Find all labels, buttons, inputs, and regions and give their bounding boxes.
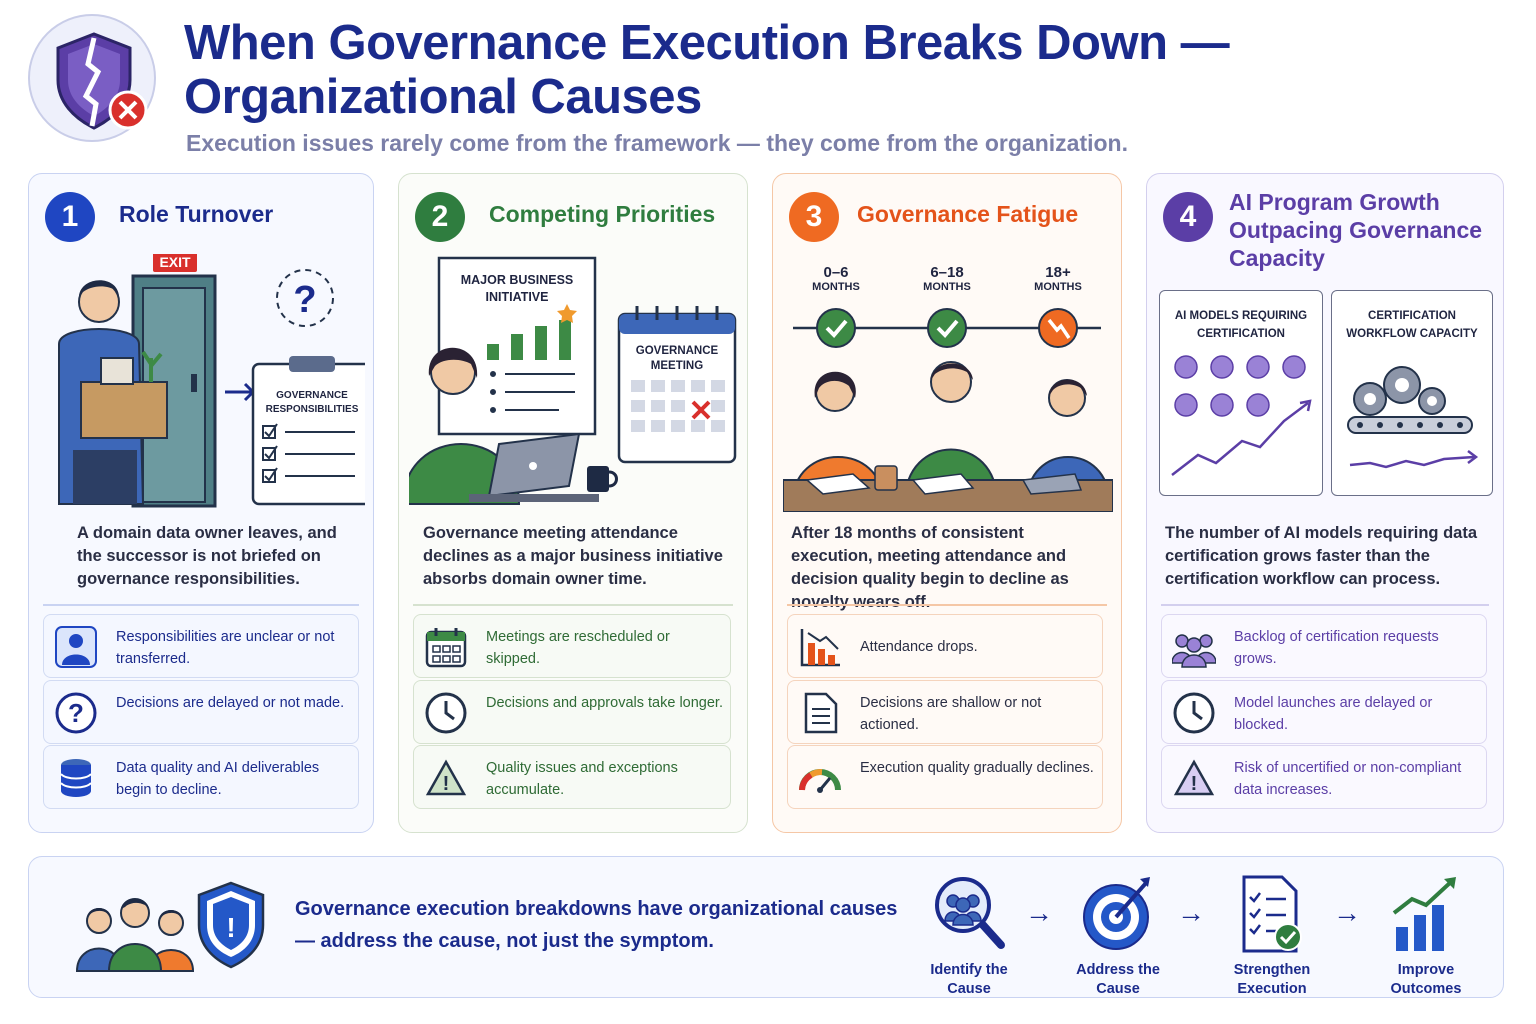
svg-text:RESPONSIBILITIES: RESPONSIBILITIES xyxy=(266,404,359,415)
item-text: Decisions are delayed or not made. xyxy=(116,695,345,711)
workflow-capacity-chart xyxy=(1347,366,1479,469)
card-number: 1 xyxy=(45,192,95,242)
item-text: Model launches are delayed or blocked. xyxy=(1234,695,1433,733)
svg-text:!: ! xyxy=(1191,773,1198,795)
item-text: Data quality and AI deliverables begin t… xyxy=(116,760,320,798)
team-shield-illustration: ! xyxy=(75,881,265,972)
shield-broken-logo xyxy=(28,14,156,142)
list-item: ! Risk of uncertified or non-compliant d… xyxy=(1161,745,1487,809)
svg-text:INITIATIVE: INITIATIVE xyxy=(486,290,549,304)
svg-text:!: ! xyxy=(443,773,450,795)
item-text: Decisions are shallow or not actioned. xyxy=(860,695,1042,733)
summary-footer: ! Governance execution breakdowns have o… xyxy=(28,856,1504,998)
divider xyxy=(413,604,733,606)
divider xyxy=(43,604,359,606)
step-label: Strengthen Execution xyxy=(1233,962,1311,997)
step-address: Address the Cause xyxy=(1063,871,1173,999)
list-item: Decisions and approvals take longer. xyxy=(413,680,731,744)
card-number: 2 xyxy=(415,192,465,242)
list-item: Attendance drops. xyxy=(787,614,1103,678)
list-item: Decisions are shallow or not actioned. xyxy=(787,680,1103,744)
card-title: AI Program Growth Outpacing Governance C… xyxy=(1229,189,1483,271)
document-icon xyxy=(804,692,838,734)
fatigue-illustration xyxy=(783,308,1113,512)
svg-text:GOVERNANCE: GOVERNANCE xyxy=(276,390,348,401)
role-turnover-illustration: EXIT ? GOVERNANCE RESPONSIBILITIES xyxy=(58,254,365,508)
list-item: Execution quality gradually declines. xyxy=(787,745,1103,809)
svg-text:GOVERNANCE: GOVERNANCE xyxy=(636,345,719,357)
card-description: The number of AI models requiring data c… xyxy=(1165,524,1478,588)
svg-text:?: ? xyxy=(68,698,84,728)
list-item: Meetings are rescheduled or skipped. xyxy=(413,614,731,678)
svg-text:MAJOR BUSINESS: MAJOR BUSINESS xyxy=(461,273,574,287)
clock-icon xyxy=(425,692,467,734)
warning-icon: ! xyxy=(425,759,467,796)
timeline-stage: 6–18 MONTHS xyxy=(923,264,971,293)
card-competing-priorities: 2 Competing Priorities MAJOR BUSINESS IN… xyxy=(398,173,748,833)
list-item: Model launches are delayed or blocked. xyxy=(1161,680,1487,744)
card-number: 3 xyxy=(789,192,839,242)
item-text: Attendance drops. xyxy=(860,639,978,655)
step-identify: Identify the Cause xyxy=(914,871,1024,999)
divider xyxy=(787,604,1107,606)
list-item: ? Decisions are delayed or not made. xyxy=(43,680,359,744)
arrow-icon: → xyxy=(1177,897,1205,928)
exit-sign: EXIT xyxy=(159,254,191,270)
card-title: Role Turnover xyxy=(119,201,274,227)
svg-text:!: ! xyxy=(226,912,235,943)
item-text: Meetings are rescheduled or skipped. xyxy=(486,629,670,667)
timeline-stage: 0–6 MONTHS xyxy=(812,264,860,293)
question-icon: ? xyxy=(55,692,97,734)
target-icon xyxy=(1083,877,1150,950)
arrow-icon: → xyxy=(1333,897,1361,928)
ai-models-growth-chart xyxy=(1171,355,1312,476)
item-text: Execution quality gradually declines. xyxy=(860,760,1094,776)
step-strengthen: Strengthen Execution xyxy=(1217,871,1327,999)
footer-message: Governance execution breakdowns have org… xyxy=(295,898,898,952)
list-item: Backlog of certification requests grows. xyxy=(1161,614,1487,678)
timeline-stage: 18+ MONTHS xyxy=(1034,264,1082,293)
item-text: Risk of uncertified or non-compliant dat… xyxy=(1234,760,1462,798)
divider xyxy=(1161,604,1489,606)
arrow-icon: → xyxy=(1025,897,1053,928)
page-title: When Governance Execution Breaks Down — … xyxy=(184,16,1230,124)
person-icon xyxy=(55,626,97,668)
card-role-turnover: 1 Role Turnover EXIT ? GOVERNANCE RESPON… xyxy=(28,173,374,833)
card-description: A domain data owner leaves, and the succ… xyxy=(77,524,337,588)
card-description: Governance meeting attendance declines a… xyxy=(423,524,723,588)
panel-workflow-capacity: CERTIFICATION WORKFLOW CAPACITY xyxy=(1331,290,1493,496)
step-improve: Improve Outcomes xyxy=(1371,871,1481,999)
group-icon xyxy=(1172,634,1216,668)
svg-text:MEETING: MEETING xyxy=(651,360,703,372)
item-text: Decisions and approvals take longer. xyxy=(486,695,723,711)
declining-chart-icon xyxy=(800,629,840,667)
list-item: Data quality and AI deliverables begin t… xyxy=(43,745,359,809)
page-subtitle: Execution issues rarely come from the fr… xyxy=(186,130,1128,156)
step-label: Address the Cause xyxy=(1076,962,1160,997)
list-item: ! Quality issues and exceptions accumula… xyxy=(413,745,731,809)
card-governance-fatigue: 3 Governance Fatigue 0–6 MONTHS 6–18 MON… xyxy=(772,173,1122,833)
growth-chart-icon xyxy=(1392,877,1456,951)
item-text: Quality issues and exceptions accumulate… xyxy=(486,760,678,798)
gauge-icon xyxy=(799,769,841,793)
card-description: After 18 months of consistent execution,… xyxy=(791,524,1069,611)
card-ai-program-growth: 4 AI Program Growth Outpacing Governance… xyxy=(1146,173,1504,833)
warning-icon: ! xyxy=(1173,759,1215,796)
magnifier-people-icon xyxy=(935,877,1005,949)
step-label: Improve Outcomes xyxy=(1390,962,1462,997)
list-item: Responsibilities are unclear or not tran… xyxy=(43,614,359,678)
calendar-icon xyxy=(425,628,467,668)
database-icon xyxy=(60,759,92,797)
panel-ai-models: AI MODELS REQUIRING CERTIFICATION xyxy=(1159,290,1323,496)
svg-text:?: ? xyxy=(293,279,316,321)
card-number: 4 xyxy=(1163,192,1213,242)
checklist-icon xyxy=(1242,875,1302,953)
item-text: Backlog of certification requests grows. xyxy=(1234,629,1439,667)
item-text: Responsibilities are unclear or not tran… xyxy=(116,629,335,667)
card-title: Governance Fatigue xyxy=(857,201,1079,227)
step-label: Identify the Cause xyxy=(930,962,1008,997)
clock-icon xyxy=(1173,692,1215,734)
card-title: Competing Priorities xyxy=(489,201,716,227)
competing-priorities-illustration: MAJOR BUSINESS INITIATIVE GOVERNANCE MEE… xyxy=(409,256,737,505)
